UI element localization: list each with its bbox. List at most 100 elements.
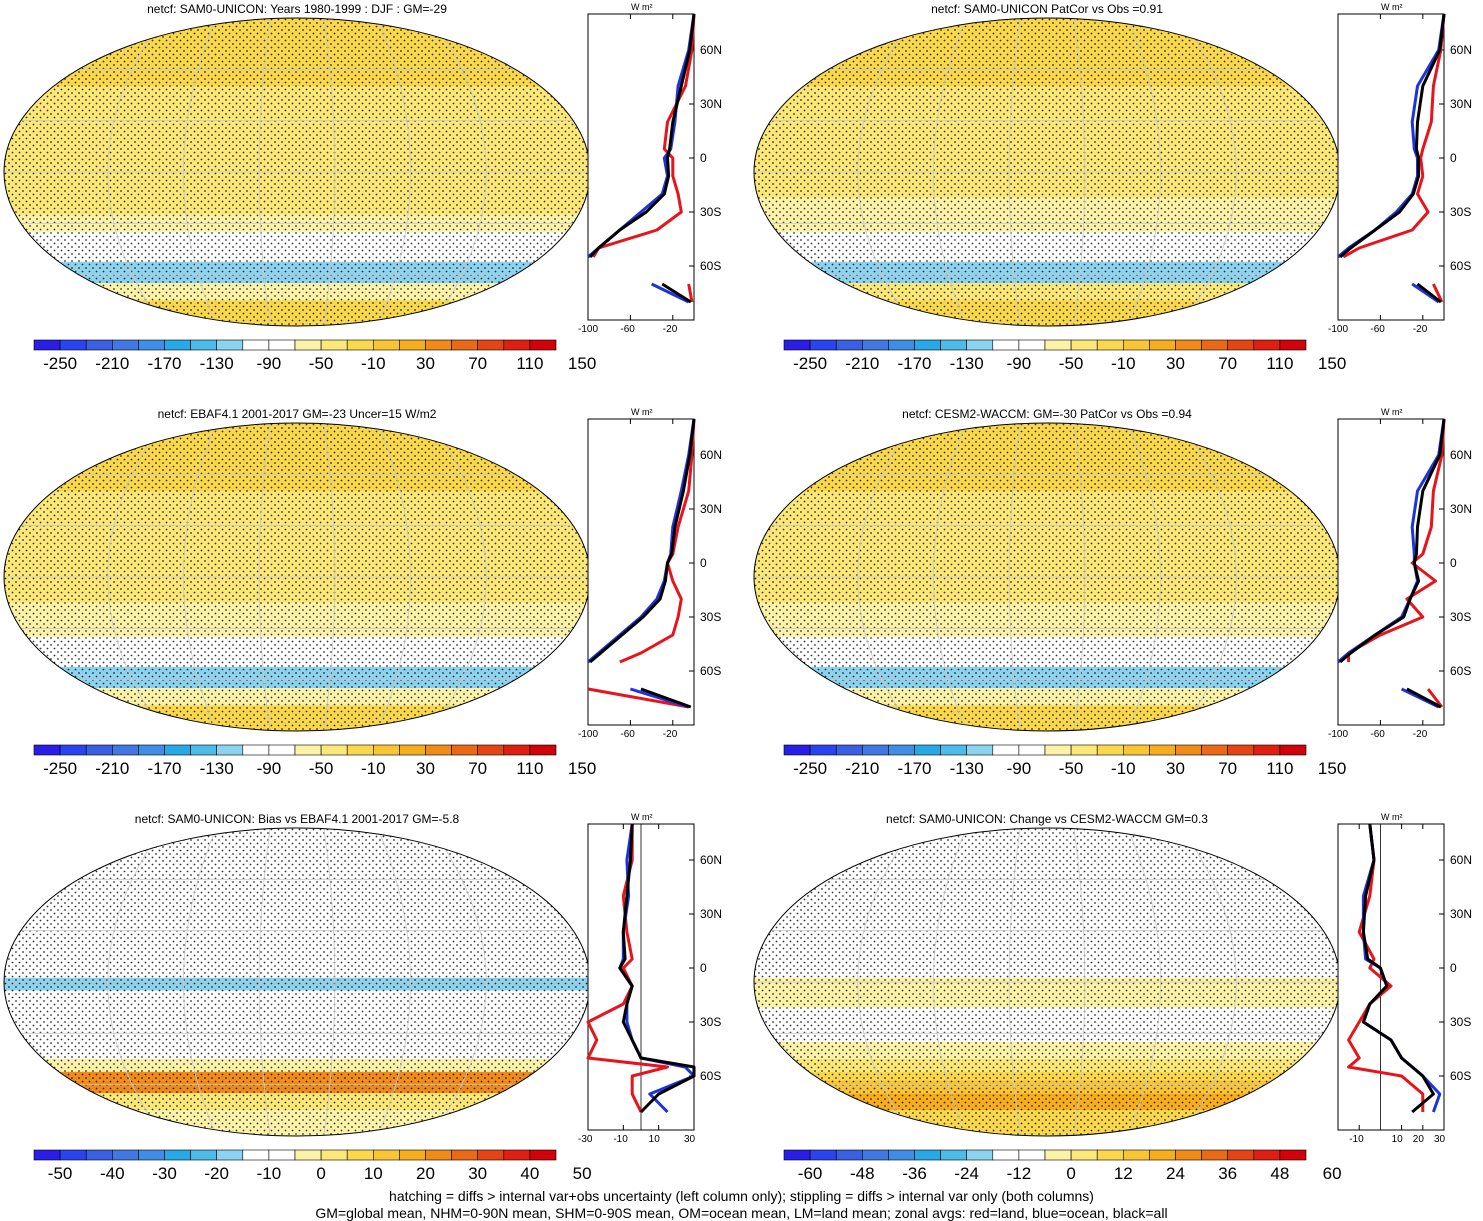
colorbar-swatch bbox=[914, 339, 941, 351]
map-title: netcf: CESM2-WACCM: GM=-30 PatCor vs Obs… bbox=[902, 407, 1192, 421]
colorbar-swatch bbox=[320, 339, 348, 351]
zonal-x-tick-label: -20 bbox=[1412, 324, 1428, 335]
zonal-average-svg bbox=[1337, 823, 1445, 1131]
zonal-average-svg bbox=[586, 823, 696, 1131]
zonal-x-tick-label: 10 bbox=[648, 1134, 660, 1145]
colorbar-tick-label: -130 bbox=[199, 759, 234, 778]
colorbar-swatch bbox=[809, 1149, 837, 1161]
zonal-x-tick-label: 30 bbox=[1434, 1134, 1446, 1145]
colorbar-swatch bbox=[1149, 744, 1176, 756]
zonal-x-tick-label: 10 bbox=[1391, 1134, 1403, 1145]
zonal-lat-label: 60S bbox=[1450, 664, 1472, 678]
zonal-lat-label: 30S bbox=[1450, 1015, 1472, 1029]
colorbar-swatch bbox=[268, 744, 296, 756]
colorbar-swatch bbox=[1044, 339, 1072, 351]
colorbar-swatch bbox=[503, 339, 531, 351]
colorbar-tick-label: 70 bbox=[1218, 354, 1238, 373]
zonal-lat-label: 30S bbox=[700, 610, 722, 624]
zonal-x-tick-label: -60 bbox=[1370, 324, 1385, 335]
colorbar-swatch bbox=[503, 744, 531, 756]
colorbar-swatch bbox=[138, 1149, 165, 1161]
colorbar-tick-label: -50 bbox=[1058, 354, 1084, 373]
colorbar-swatch bbox=[1070, 1149, 1098, 1161]
colorbar-swatch bbox=[1149, 1149, 1176, 1161]
zonal-average-svg bbox=[587, 13, 696, 321]
colorbar-swatch bbox=[138, 744, 165, 756]
colorbar-swatch bbox=[862, 339, 889, 351]
colorbar-swatch bbox=[783, 1149, 811, 1161]
colorbar-tick-label: -50 bbox=[308, 354, 334, 373]
zonal-series-all bbox=[1339, 13, 1446, 304]
colorbar-swatch bbox=[425, 1149, 452, 1161]
colorbar-tick-label: 110 bbox=[1266, 759, 1294, 778]
zonal-lat-label: 30S bbox=[700, 205, 722, 219]
zonal-lat-label: 30N bbox=[1450, 907, 1473, 921]
colorbar-swatch bbox=[372, 1149, 400, 1161]
colorbar-swatch bbox=[216, 1149, 244, 1161]
colorbar-swatch bbox=[1096, 339, 1124, 351]
colorbar-swatch bbox=[1201, 744, 1229, 756]
colorbar-swatch bbox=[1279, 744, 1307, 756]
colorbar-swatch bbox=[862, 1149, 889, 1161]
robinson-map bbox=[753, 422, 1341, 756]
colorbar-tick-label: 36 bbox=[1218, 1164, 1238, 1183]
colorbar-swatch bbox=[1175, 1149, 1202, 1161]
colorbar-swatch bbox=[809, 339, 837, 351]
colorbar-swatch bbox=[1122, 1149, 1150, 1161]
colorbar-swatch bbox=[1122, 339, 1150, 351]
colorbar-tick-label: -10 bbox=[1111, 354, 1136, 373]
zonal-average-plot: -100 -60 -20 60N 30N 0 30S 60S W m² bbox=[578, 405, 728, 765]
colorbar-swatch bbox=[529, 744, 557, 756]
zonal-lat-label: 0 bbox=[1450, 151, 1457, 165]
zonal-lat-label: 30N bbox=[1450, 502, 1473, 516]
colorbar-swatch bbox=[164, 339, 191, 351]
zonal-average-plot: -10 10 20 30 60N 30N 0 30S 60S W m² bbox=[1337, 810, 1478, 1170]
robinson-map bbox=[3, 827, 591, 1161]
colorbar-tick-label: -210 bbox=[95, 759, 130, 778]
colorbar-tick-label: 24 bbox=[1166, 1164, 1185, 1183]
colorbar-tick-label: -250 bbox=[793, 354, 828, 373]
colorbar-swatch bbox=[835, 339, 863, 351]
colorbar-tick-label: -40 bbox=[100, 1164, 125, 1183]
colorbar-tick-label: 0 bbox=[1066, 1164, 1076, 1183]
zonal-series-land bbox=[1342, 13, 1446, 303]
zonal-x-tick-label: -100 bbox=[578, 729, 599, 740]
colorbar-tick-label: 110 bbox=[1266, 354, 1294, 373]
zonal-lat-label: 60S bbox=[1450, 1069, 1472, 1083]
colorbar-swatch bbox=[451, 1149, 479, 1161]
colorbar-swatch bbox=[216, 339, 244, 351]
colorbar-swatch bbox=[399, 1149, 426, 1161]
colorbar-swatch bbox=[346, 1149, 374, 1161]
colorbar-swatch bbox=[451, 744, 479, 756]
map-title: netcf: SAM0-UNICON PatCor vs Obs =0.91 bbox=[931, 2, 1163, 16]
colorbar-swatch bbox=[1044, 744, 1072, 756]
zonal-series-land bbox=[587, 418, 696, 709]
colorbar-swatch bbox=[33, 1149, 61, 1161]
robinson-map bbox=[753, 827, 1341, 1161]
colorbar-tick-label: -250 bbox=[43, 759, 78, 778]
colorbar bbox=[33, 1149, 557, 1161]
colorbar bbox=[783, 339, 1307, 351]
colorbar-swatch bbox=[1070, 339, 1098, 351]
zonal-lat-label: 60S bbox=[700, 259, 722, 273]
colorbar-swatch bbox=[1227, 1149, 1255, 1161]
zonal-lat-label: 60N bbox=[1450, 43, 1473, 57]
zonal-x-tick-label: -10 bbox=[1349, 1134, 1364, 1145]
zonal-lat-label: 0 bbox=[1450, 556, 1457, 570]
colorbar-swatch bbox=[992, 1149, 1020, 1161]
zonal-lat-label: 0 bbox=[700, 961, 707, 975]
colorbar-tick-label: 40 bbox=[520, 1164, 540, 1183]
colorbar-swatch bbox=[112, 339, 139, 351]
zonal-x-tick-label: -60 bbox=[1370, 729, 1385, 740]
zonal-lat-label: 30N bbox=[700, 502, 723, 516]
colorbar-tick-label: 70 bbox=[468, 354, 488, 373]
colorbar-tick-label: -20 bbox=[204, 1164, 229, 1183]
colorbar-swatch bbox=[372, 339, 400, 351]
colorbar-swatch bbox=[783, 339, 811, 351]
colorbar-swatch bbox=[966, 744, 994, 756]
zonal-lat-label: 60S bbox=[700, 664, 722, 678]
colorbar-swatch bbox=[992, 339, 1020, 351]
zonal-series-all bbox=[589, 418, 696, 709]
zonal-lat-label: 30N bbox=[1450, 97, 1473, 111]
colorbar-swatch bbox=[190, 1149, 218, 1161]
